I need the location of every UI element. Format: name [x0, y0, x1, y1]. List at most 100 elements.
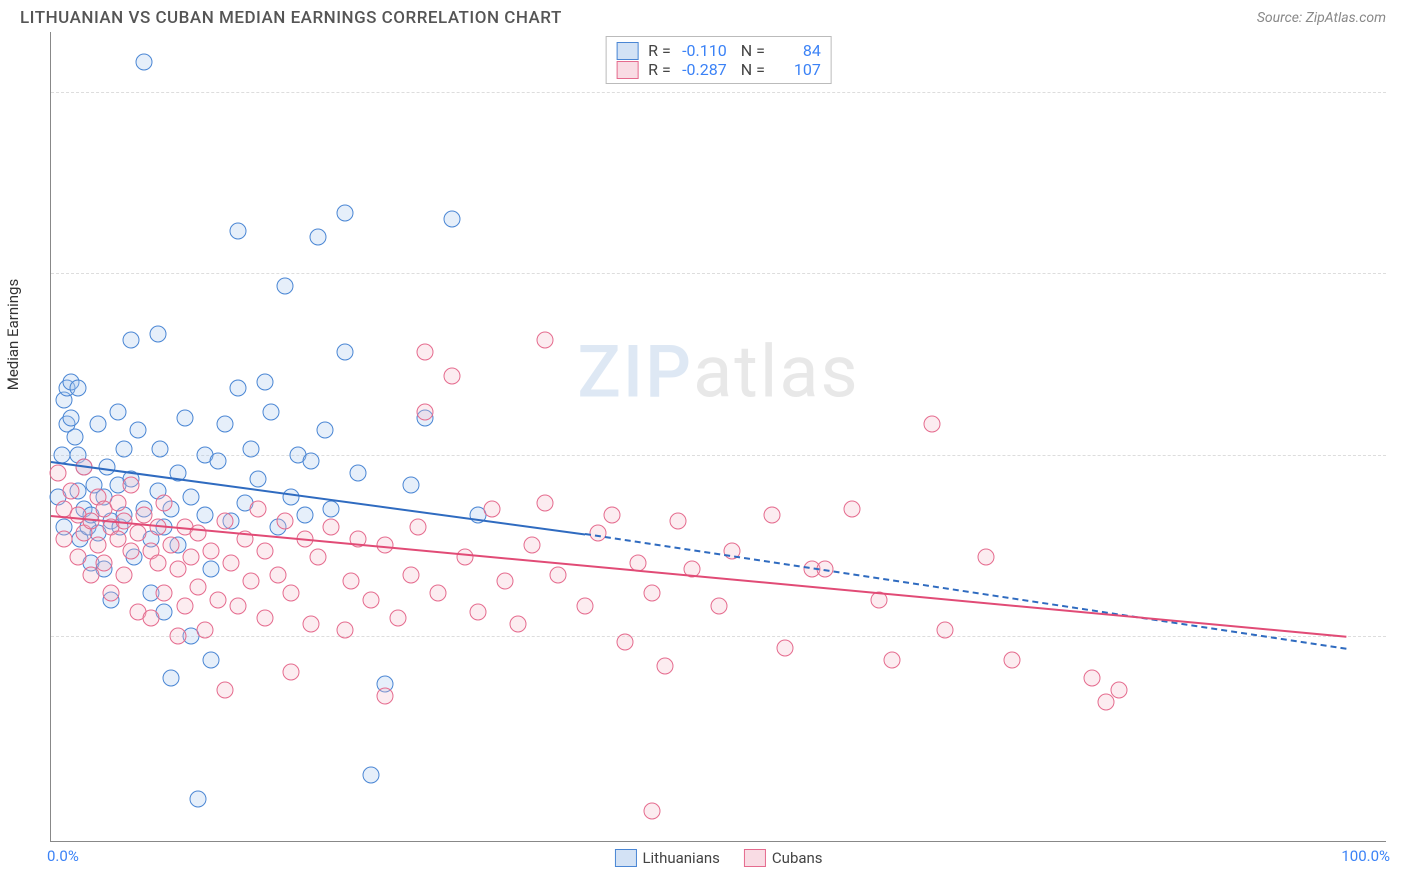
data-point: [403, 567, 420, 584]
watermark: ZIPatlas: [577, 329, 859, 414]
data-point: [924, 416, 941, 433]
data-point: [657, 657, 674, 674]
data-point: [176, 410, 193, 427]
data-point: [323, 500, 340, 517]
data-point: [116, 567, 133, 584]
source-attribution: Source: ZipAtlas.com: [1257, 10, 1386, 26]
data-point: [536, 494, 553, 511]
data-point: [223, 555, 240, 572]
data-point: [89, 537, 106, 554]
data-point: [763, 507, 780, 524]
data-point: [183, 549, 200, 566]
data-point: [977, 549, 994, 566]
data-point: [249, 470, 266, 487]
data-point: [163, 537, 180, 554]
data-point: [103, 585, 120, 602]
swatch-icon: [744, 849, 766, 867]
data-point: [129, 422, 146, 439]
data-point: [123, 543, 140, 560]
data-point: [350, 464, 367, 481]
data-point: [777, 639, 794, 656]
legend-item: Cubans: [744, 849, 823, 867]
correlation-row: R = -0.110 N = 84: [616, 41, 821, 60]
y-axis-tick-label: $80,000: [1396, 83, 1406, 101]
data-point: [183, 488, 200, 505]
data-point: [243, 573, 260, 590]
data-point: [136, 54, 153, 71]
data-point: [443, 368, 460, 385]
data-point: [196, 621, 213, 638]
data-point: [550, 567, 567, 584]
data-point: [69, 549, 86, 566]
data-point: [456, 549, 473, 566]
data-point: [283, 585, 300, 602]
data-point: [343, 573, 360, 590]
n-label: N =: [737, 41, 765, 60]
data-point: [316, 422, 333, 439]
data-point: [617, 633, 634, 650]
data-point: [123, 476, 140, 493]
data-point: [536, 331, 553, 348]
y-axis-tick-label: $50,000: [1396, 446, 1406, 464]
data-point: [256, 609, 273, 626]
data-point: [229, 380, 246, 397]
data-point: [216, 682, 233, 699]
data-point: [263, 404, 280, 421]
legend-label: Cubans: [772, 849, 823, 867]
data-point: [310, 229, 327, 246]
data-point: [203, 543, 220, 560]
data-point: [363, 591, 380, 608]
data-point: [1004, 651, 1021, 668]
data-point: [209, 591, 226, 608]
data-point: [196, 507, 213, 524]
data-point: [89, 416, 106, 433]
data-point: [256, 374, 273, 391]
data-point: [189, 790, 206, 807]
data-point: [229, 597, 246, 614]
data-point: [643, 802, 660, 819]
data-point: [416, 343, 433, 360]
data-point: [323, 519, 340, 536]
data-point: [63, 482, 80, 499]
data-point: [129, 525, 146, 542]
data-point: [276, 277, 293, 294]
data-point: [152, 440, 169, 457]
legend-label: Lithuanians: [642, 849, 719, 867]
data-point: [53, 446, 70, 463]
data-point: [443, 211, 460, 228]
data-point: [143, 609, 160, 626]
data-point: [109, 404, 126, 421]
data-point: [310, 549, 327, 566]
n-label: N =: [737, 60, 765, 79]
data-point: [376, 688, 393, 705]
correlation-legend: R = -0.110 N = 84 R = -0.287 N = 107: [605, 36, 832, 84]
data-point: [163, 670, 180, 687]
data-point: [149, 555, 166, 572]
data-point: [109, 494, 126, 511]
series-legend: Lithuanians Cubans: [614, 849, 822, 867]
y-axis-tick-label: $35,000: [1396, 627, 1406, 645]
r-value: -0.287: [681, 60, 727, 79]
swatch-icon: [616, 61, 638, 79]
data-point: [416, 404, 433, 421]
chart-header: LITHUANIAN VS CUBAN MEDIAN EARNINGS CORR…: [0, 0, 1406, 32]
data-point: [430, 585, 447, 602]
data-point: [249, 500, 266, 517]
data-point: [243, 440, 260, 457]
legend-item: Lithuanians: [614, 849, 719, 867]
r-label: R =: [648, 60, 671, 79]
data-point: [670, 513, 687, 530]
data-point: [169, 627, 186, 644]
data-point: [269, 567, 286, 584]
data-point: [189, 579, 206, 596]
data-point: [276, 513, 293, 530]
n-value: 84: [775, 41, 821, 60]
data-point: [209, 452, 226, 469]
watermark-zip: ZIP: [577, 329, 693, 414]
data-point: [123, 331, 140, 348]
data-point: [603, 507, 620, 524]
data-point: [710, 597, 727, 614]
data-point: [256, 543, 273, 560]
chart-title: LITHUANIAN VS CUBAN MEDIAN EARNINGS CORR…: [20, 8, 562, 28]
data-point: [176, 597, 193, 614]
